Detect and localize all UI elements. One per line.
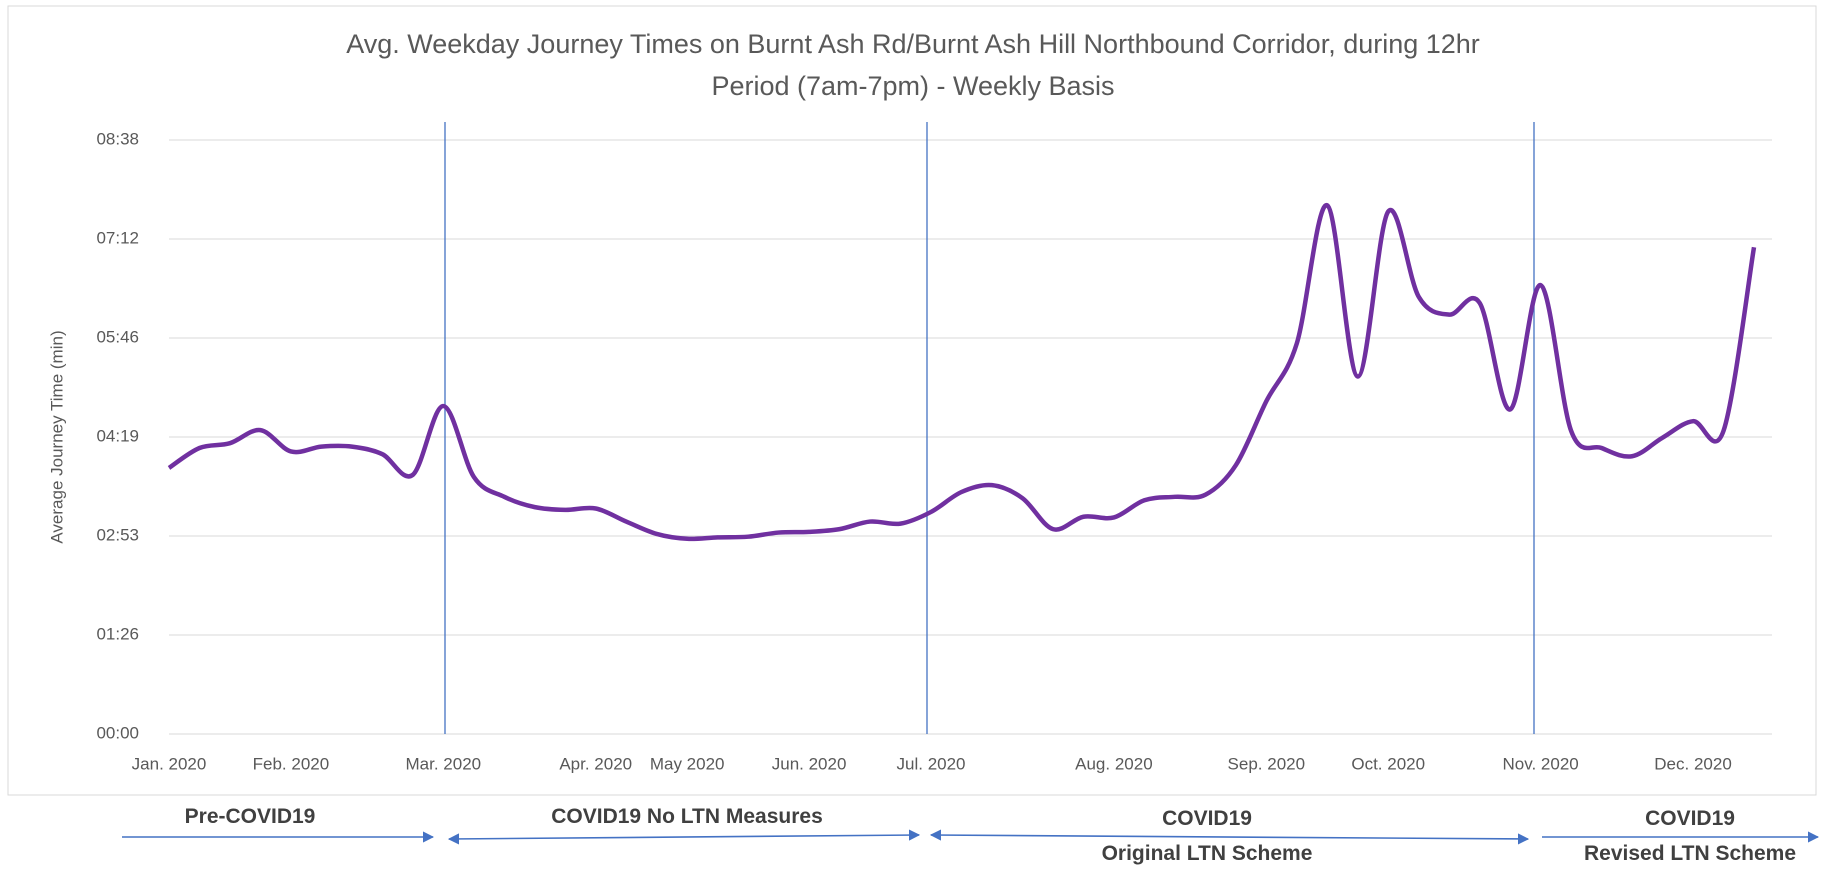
x-tick-label: Aug. 2020	[1075, 754, 1153, 773]
x-tick-label: Dec. 2020	[1654, 754, 1732, 773]
phase-label: COVID19 No LTN Measures	[551, 805, 823, 828]
x-tick-label: Sep. 2020	[1228, 754, 1306, 773]
chart-title: Avg. Weekday Journey Times on Burnt Ash …	[346, 29, 1480, 59]
y-tick-label: 01:26	[96, 624, 139, 643]
y-tick-label: 08:38	[96, 129, 139, 148]
x-tick-label: Jan. 2020	[132, 754, 207, 773]
phase-arrow	[929, 829, 1530, 845]
chart-title: Period (7am-7pm) - Weekly Basis	[711, 71, 1114, 101]
x-tick-label: Apr. 2020	[559, 754, 632, 773]
x-tick-label: May 2020	[650, 754, 725, 773]
y-tick-label: 04:19	[96, 426, 139, 445]
phase-label: COVID19	[1162, 807, 1252, 830]
x-tick-label: Feb. 2020	[253, 754, 330, 773]
y-tick-label: 00:00	[96, 723, 139, 742]
phase-label: Revised LTN Scheme	[1584, 842, 1796, 865]
grid	[169, 139, 1772, 735]
phase-label: Pre-COVID19	[185, 805, 316, 828]
phase-arrow	[447, 829, 921, 845]
x-tick-label: Jul. 2020	[897, 754, 966, 773]
x-tick-label: Oct. 2020	[1351, 754, 1425, 773]
chart-frame	[7, 5, 1817, 796]
x-tick-label: Mar. 2020	[406, 754, 482, 773]
x-tick-label: Jun. 2020	[772, 754, 847, 773]
y-tick-label: 05:46	[96, 327, 139, 346]
phase-label: COVID19	[1645, 807, 1735, 830]
y-axis-label: Average Journey Time (min)	[47, 330, 66, 543]
y-tick-label: 07:12	[96, 228, 139, 247]
x-tick-label: Nov. 2020	[1503, 754, 1579, 773]
phase-label: Original LTN Scheme	[1102, 842, 1313, 865]
data-line	[167, 203, 1757, 542]
plot	[167, 203, 1757, 542]
y-tick-label: 02:53	[96, 525, 139, 544]
